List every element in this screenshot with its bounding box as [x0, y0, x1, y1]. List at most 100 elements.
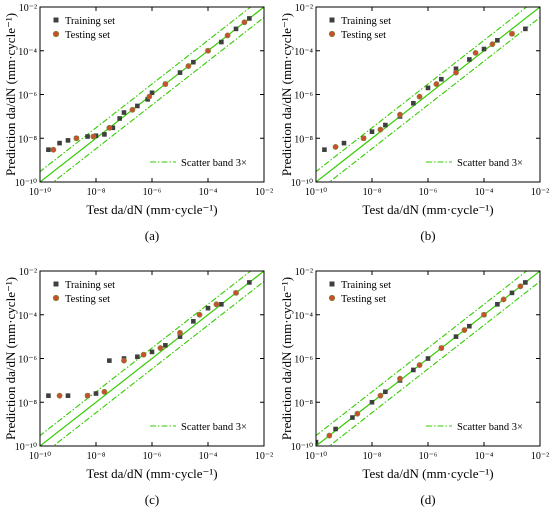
x-tick-label: 10⁻⁶ [143, 451, 162, 462]
testing-point [233, 289, 239, 296]
band-lower-line [52, 16, 264, 182]
training-point [149, 90, 155, 96]
training-point [411, 367, 416, 373]
training-point [117, 116, 122, 121]
legend-label: Training set [341, 16, 391, 27]
y-tick-label: 10⁻⁸ [18, 398, 37, 409]
testing-point [397, 111, 403, 118]
training-point [383, 122, 388, 128]
training-point [177, 334, 183, 339]
band-lower-line [328, 280, 540, 446]
training-point [107, 358, 112, 363]
testing-point [129, 106, 136, 113]
data-points [322, 26, 528, 152]
scatter-band [316, 7, 540, 182]
chart-panel: 10⁻¹⁰ 10⁻⁸ 10⁻⁶ 10⁻⁴ 10⁻² 10⁻¹⁰ 10⁻⁸ 10⁻⁶ 10⁻⁴ 10… [279, 267, 549, 507]
legend-label: Testing set [65, 294, 110, 305]
testing-point [50, 146, 57, 153]
legend-marker-training [53, 17, 59, 23]
y-tick-label: 10⁻¹⁰ [291, 442, 313, 453]
training-point [333, 426, 338, 432]
legend-label: Training set [341, 280, 391, 291]
x-axis-title: Test da/dN (mm·cycle⁻¹) [86, 202, 217, 217]
testing-point [360, 135, 367, 142]
training-point [93, 391, 99, 396]
testing-point [509, 30, 515, 37]
training-point [350, 415, 355, 420]
chart-panel: 10⁻¹⁰ 10⁻⁸ 10⁻⁶ 10⁻⁴ 10⁻² 10⁻¹⁰ 10⁻⁸ 10⁻⁶ 10⁻⁴ 10… [279, 3, 549, 243]
testing-point [56, 392, 63, 399]
testing-point [481, 311, 487, 318]
chart-panel: 10⁻¹⁰ 10⁻⁸ 10⁻⁶ 10⁻⁴ 10⁻² 10⁻¹⁰ 10⁻⁸ 10⁻⁶ 10⁻⁴ 10… [3, 267, 273, 507]
testing-point [377, 126, 384, 133]
training-point [481, 46, 487, 52]
training-point [369, 129, 375, 134]
y-tick-label: 10⁻⁶ [294, 91, 313, 102]
x-tick-label: 10⁻² [255, 451, 273, 462]
training-point [425, 356, 431, 361]
data-points [46, 16, 252, 153]
training-point [383, 389, 388, 395]
testing-point [377, 392, 384, 399]
testing-point [73, 135, 80, 142]
testing-point [205, 47, 211, 54]
testing-point [354, 410, 361, 417]
x-tick-label: 10⁻⁴ [199, 451, 218, 462]
band-lower-line [52, 280, 264, 446]
x-tick-label: 10⁻² [531, 187, 549, 198]
legend-marker-testing [328, 30, 336, 38]
training-point [453, 66, 459, 72]
x-axis-title: Test da/dN (mm·cycle⁻¹) [362, 466, 493, 481]
testing-point [241, 19, 248, 26]
panel-label: (c) [145, 492, 159, 507]
x-tick-label: 10⁻¹⁰ [305, 451, 327, 462]
x-tick-label: 10⁻⁶ [419, 187, 438, 198]
legend: Training set Testing set [52, 280, 115, 305]
training-point [46, 393, 51, 398]
legend: Training set Testing set [328, 16, 391, 41]
training-point [369, 399, 375, 405]
training-point [425, 85, 431, 91]
testing-point [461, 327, 468, 333]
testing-point [101, 388, 108, 395]
y-tick-label: 10⁻⁴ [18, 311, 37, 322]
panel-label: (b) [420, 228, 435, 243]
y-tick-label: 10⁻⁶ [294, 355, 313, 366]
x-axis-title: Test da/dN (mm·cycle⁻¹) [86, 466, 217, 481]
testing-point [90, 133, 97, 140]
training-point [495, 38, 500, 43]
training-point [135, 354, 140, 360]
legend-label: Testing set [65, 30, 110, 41]
y-tick-label: 10⁻¹⁰ [15, 442, 37, 453]
band-legend-label: Scatter band 3× [181, 422, 247, 433]
scatter-band [40, 271, 264, 446]
y-axis-title: Prediction da/dN (mm·cycle⁻¹) [3, 277, 18, 440]
training-point [341, 140, 347, 146]
legend-label: Testing set [341, 30, 386, 41]
training-point [467, 57, 472, 62]
y-tick-label: 10⁻¹⁰ [15, 178, 37, 189]
x-tick-label: 10⁻⁴ [475, 451, 494, 462]
band-center-line [40, 271, 264, 446]
testing-point [121, 357, 127, 364]
x-tick-label: 10⁻² [255, 187, 273, 198]
x-tick-label: 10⁻⁸ [363, 187, 382, 198]
legend-marker-training [329, 281, 335, 287]
legend-marker-training [329, 17, 335, 23]
testing-point [453, 69, 459, 76]
training-point [523, 280, 528, 285]
x-tick-label: 10⁻¹⁰ [29, 187, 51, 198]
panel-label: (a) [145, 228, 159, 243]
band-lower-line [328, 16, 540, 182]
y-tick-label: 10⁻⁴ [294, 311, 313, 322]
band-upper-line [40, 271, 252, 437]
testing-point [177, 329, 183, 336]
testing-point [213, 301, 220, 308]
training-point [523, 26, 528, 32]
testing-point [438, 345, 445, 351]
panel-label: (d) [420, 492, 435, 507]
y-tick-label: 10⁻² [295, 3, 313, 14]
training-point [411, 100, 416, 106]
testing-point [332, 144, 339, 150]
testing-point [500, 296, 507, 303]
